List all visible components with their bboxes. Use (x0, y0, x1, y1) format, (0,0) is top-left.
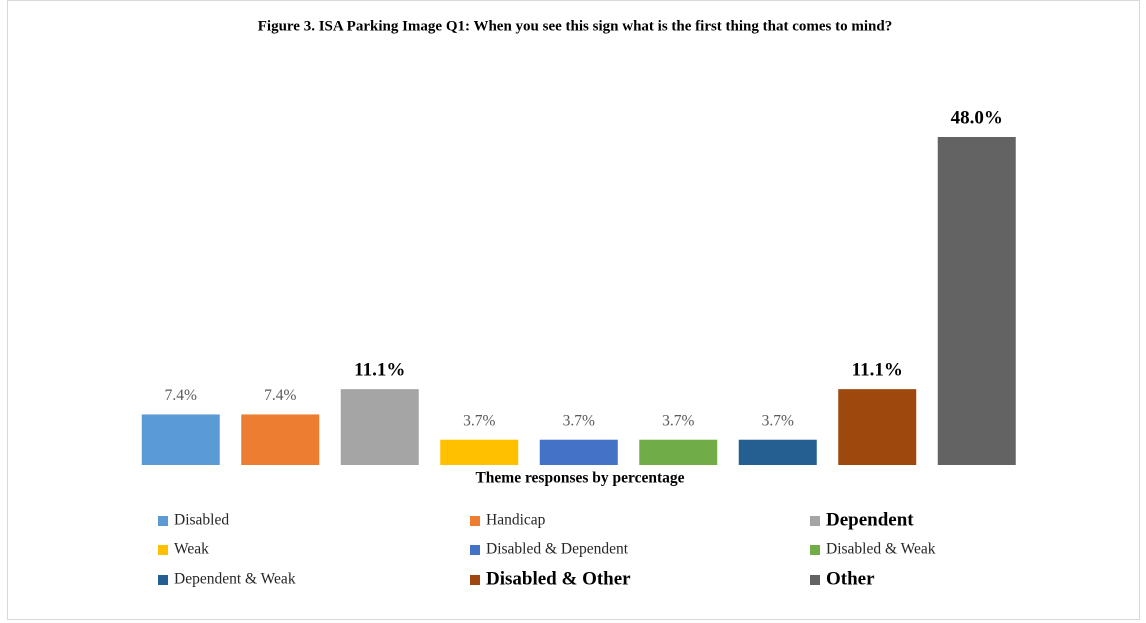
value-label: 3.7% (463, 412, 495, 429)
legend-swatch (158, 516, 168, 526)
value-label: 7.4% (165, 387, 197, 404)
chart-title: Figure 3. ISA Parking Image Q1: When you… (258, 18, 892, 34)
value-label: 7.4% (264, 387, 296, 404)
legend-label: Dependent (826, 509, 914, 530)
bar (838, 389, 917, 465)
value-label: 3.7% (762, 412, 794, 429)
legend-label: Disabled & Weak (826, 541, 936, 558)
value-label: 48.0% (951, 107, 1003, 128)
bar (141, 414, 220, 465)
x-axis-title: Theme responses by percentage (475, 470, 684, 487)
legend-swatch (470, 545, 480, 555)
legend-swatch (810, 575, 820, 585)
value-label: 3.7% (563, 412, 595, 429)
bar (241, 414, 320, 465)
legend-label: Weak (174, 541, 209, 558)
bar (639, 439, 718, 465)
bar (539, 439, 618, 465)
legend-label: Disabled & Dependent (486, 541, 629, 558)
legend-label: Disabled (174, 512, 229, 529)
bar (340, 389, 419, 465)
legend-label: Other (826, 568, 875, 589)
legend-label: Dependent & Weak (174, 571, 296, 588)
legend-label: Handicap (486, 512, 546, 529)
legend-swatch (158, 575, 168, 585)
value-label: 11.1% (852, 360, 903, 381)
value-label: 11.1% (354, 360, 405, 381)
legend-swatch (470, 516, 480, 526)
legend-swatch (158, 545, 168, 555)
legend-swatch (810, 545, 820, 555)
legend-label: Disabled & Other (486, 568, 631, 589)
bar (937, 137, 1016, 465)
legend-swatch (810, 516, 820, 526)
legend-swatch (470, 575, 480, 585)
bar (440, 439, 519, 465)
value-label: 3.7% (662, 412, 694, 429)
bar (738, 439, 817, 465)
